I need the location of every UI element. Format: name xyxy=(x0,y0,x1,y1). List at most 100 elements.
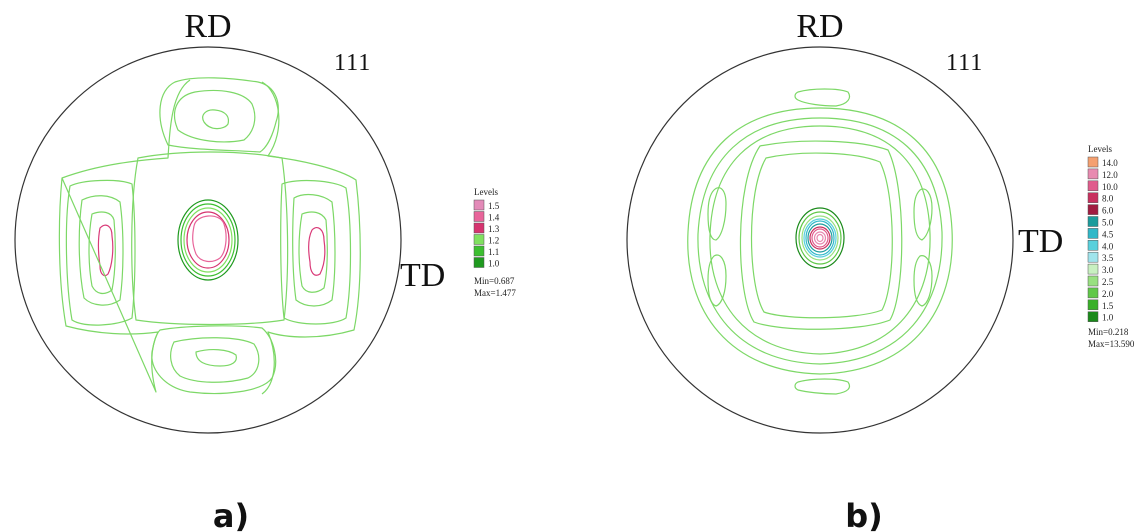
legend-level-label: 1.3 xyxy=(488,224,500,234)
legend-title-b: Levels xyxy=(1088,144,1112,154)
contour-left-peak-a xyxy=(97,224,114,277)
legend-swatch xyxy=(1087,180,1099,192)
contour-center-8-b xyxy=(811,228,829,248)
contour-petal-bottom-b xyxy=(794,378,851,395)
contour-center-10-b xyxy=(816,233,824,243)
label-td-b: TD xyxy=(1018,223,1063,260)
contour-right-peak-a xyxy=(308,227,326,276)
label-rd-b: RD xyxy=(796,8,843,45)
contour-top-mid-a xyxy=(174,89,256,143)
legend-level-label: 14.0 xyxy=(1102,158,1118,168)
legend-swatch xyxy=(1087,311,1099,322)
contour-bottom-core-a xyxy=(195,349,237,367)
label-plane-a: 111 xyxy=(334,50,371,76)
legend-level-label: 6.0 xyxy=(1102,206,1114,216)
legend-level-label: 1.5 xyxy=(488,201,500,211)
legend-swatch xyxy=(1087,263,1099,275)
contour-center-4-b xyxy=(803,218,837,258)
contour-center-1-b xyxy=(795,207,845,269)
legend-level-label: 2.5 xyxy=(1102,277,1114,287)
contour-ring-3-b xyxy=(709,125,931,355)
contour-square-1-b xyxy=(739,140,903,330)
legend-swatch xyxy=(473,257,485,268)
legend-min-a: Min=0.687 xyxy=(474,276,515,286)
contour-ring-1-b xyxy=(687,107,953,375)
legend-swatch xyxy=(473,234,485,245)
legend-swatch xyxy=(1087,240,1099,251)
contour-right-mid-a xyxy=(292,193,336,307)
legend-level-label: 12.0 xyxy=(1102,170,1118,180)
contour-center-7-b xyxy=(809,226,831,250)
legend-swatch xyxy=(1087,192,1099,203)
legend-swatch xyxy=(1087,299,1099,311)
legend-level-label: 4.5 xyxy=(1102,229,1114,239)
legend-levels-b: 14.0 12.0 10.0 8.0 6.0 5.04.5 4.0 3.5 3.0 2.5 2.0 1… xyxy=(1087,156,1118,323)
contour-square-a xyxy=(131,151,289,326)
contour-petal-left-lower-b xyxy=(707,254,727,307)
legend-swatch xyxy=(1087,168,1099,180)
contour-center-5-b xyxy=(805,220,835,256)
panel-b: RD 111 TD b) Levels 14.0 12.0 10.0 8.0 6.0 5.… xyxy=(626,8,1135,532)
legend-level-label: 5.0 xyxy=(1102,218,1114,228)
contour-left-outer-a xyxy=(65,179,136,326)
legend-swatch xyxy=(1087,216,1099,227)
contour-center-5-a xyxy=(192,215,227,263)
contour-frame-outer-a xyxy=(58,79,361,395)
legend-level-label: 3.5 xyxy=(1102,253,1114,263)
contour-lines-b xyxy=(687,88,953,395)
legend-level-label: 3.0 xyxy=(1102,265,1114,275)
contour-top-core-a xyxy=(202,109,230,130)
legend-level-label: 1.2 xyxy=(488,236,499,246)
legend-level-label: 1.4 xyxy=(488,213,500,223)
contour-left-mid-a xyxy=(78,195,124,306)
legend-levels-a: 1.5 1.41.3 1.21.1 1.0 xyxy=(473,199,500,269)
legend-swatch xyxy=(1087,251,1099,263)
contour-petal-left-upper-b xyxy=(707,187,727,241)
panel-a: RD 111 TD a) Levels 1.5 1.41.3 1.21.1 1.0 M… xyxy=(14,8,516,532)
legend-title-a: Levels xyxy=(474,187,498,197)
legend-swatch xyxy=(473,245,485,257)
caption-b: b) xyxy=(845,497,883,532)
contour-center-6-b xyxy=(807,223,833,253)
label-plane-b: 111 xyxy=(946,50,983,76)
legend-level-label: 1.1 xyxy=(488,247,499,257)
legend-level-label: 10.0 xyxy=(1102,182,1118,192)
contour-square-2-b xyxy=(750,152,893,319)
contour-lines-a xyxy=(58,77,361,395)
legend-swatch xyxy=(1087,287,1099,299)
contour-left-core-a xyxy=(88,211,116,295)
legend-level-label: 2.0 xyxy=(1102,289,1114,299)
contour-center-4-a xyxy=(186,211,230,269)
legend-level-label: 8.0 xyxy=(1102,194,1114,204)
legend-swatch xyxy=(473,222,485,234)
contour-center-1-a xyxy=(177,199,239,281)
contour-center-9-b xyxy=(813,231,827,245)
label-rd-a: RD xyxy=(184,8,231,45)
legend-a: Levels 1.5 1.41.3 1.21.1 1.0 Min=0.687 Max=… xyxy=(473,187,516,298)
contour-right-outer-a xyxy=(280,179,352,325)
contour-petal-right-upper-b xyxy=(913,188,933,241)
contour-bottom-mid-a xyxy=(170,337,260,383)
legend-swatch xyxy=(1087,156,1099,168)
legend-swatch xyxy=(1087,204,1099,215)
legend-min-b: Min=0.218 xyxy=(1088,327,1129,337)
label-td-a: TD xyxy=(400,257,445,294)
legend-swatch xyxy=(473,211,485,222)
pole-figure-circle-a xyxy=(14,46,402,434)
legend-b: Levels 14.0 12.0 10.0 8.0 6.0 5.04.5 4.0 3.5 3.0… xyxy=(1087,144,1135,349)
legend-swatch xyxy=(1087,228,1099,239)
contour-ring-2-b xyxy=(697,117,943,365)
contour-right-core-a xyxy=(298,211,328,293)
legend-swatch xyxy=(473,199,485,211)
legend-level-label: 1.5 xyxy=(1102,301,1114,311)
contour-center-3-a xyxy=(183,207,233,273)
legend-level-label: 1.0 xyxy=(488,259,500,269)
contour-center-2-a xyxy=(180,203,236,277)
legend-level-label: 4.0 xyxy=(1102,241,1114,251)
contour-center-3-b xyxy=(801,215,839,261)
legend-max-a: Max=1.477 xyxy=(474,288,516,298)
contour-petal-top-b xyxy=(794,88,851,107)
legend-level-label: 1.0 xyxy=(1102,313,1114,323)
legend-max-b: Max=13.590 xyxy=(1088,339,1135,349)
contour-top-outer-a xyxy=(159,77,279,153)
